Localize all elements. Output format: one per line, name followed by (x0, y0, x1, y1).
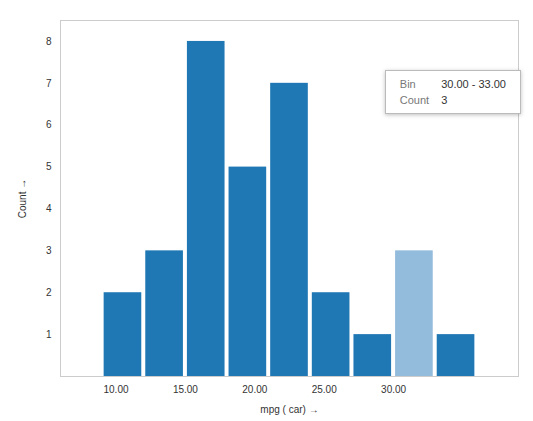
svg-text:Count →: Count → (17, 179, 28, 218)
svg-text:3: 3 (46, 245, 52, 256)
html-text:3: 3 (441, 94, 448, 106)
svg-text:15.00: 15.00 (173, 384, 198, 395)
svg-text:8: 8 (46, 36, 52, 47)
svg-text:4: 4 (46, 203, 52, 214)
svg-text:6: 6 (46, 119, 52, 130)
svg-text:25.00: 25.00 (312, 384, 337, 395)
svg-text:mpg ( car) →: mpg ( car) → (260, 404, 318, 415)
svg-text:2: 2 (46, 287, 52, 298)
svg-text:10.00: 10.00 (103, 384, 128, 395)
svg-text:1: 1 (46, 329, 52, 340)
svg-text:7: 7 (46, 78, 52, 89)
html-text:Count: Count (399, 94, 430, 106)
html-text:30.00 - 33.00: 30.00 - 33.00 (441, 78, 506, 90)
html-text:Bin: Bin (399, 78, 416, 90)
svg-text:5: 5 (46, 161, 52, 172)
svg-text:30.00: 30.00 (381, 384, 406, 395)
svg-text:20.00: 20.00 (242, 384, 267, 395)
